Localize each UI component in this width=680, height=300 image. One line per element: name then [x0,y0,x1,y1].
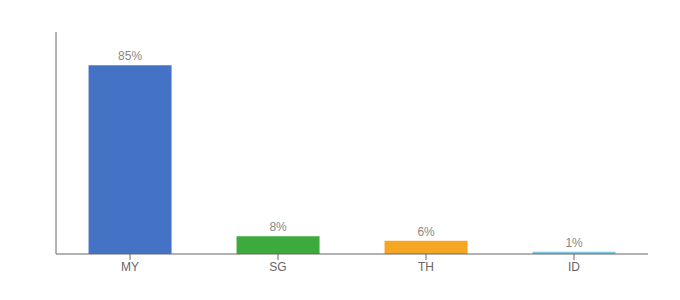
svg-text:SG: SG [269,260,286,274]
svg-text:8%: 8% [269,220,287,234]
svg-text:MY: MY [121,260,139,274]
svg-text:ID: ID [568,260,580,274]
svg-text:1%: 1% [565,236,583,250]
svg-text:85%: 85% [118,49,142,63]
svg-text:6%: 6% [417,225,435,239]
svg-text:TH: TH [418,260,434,274]
